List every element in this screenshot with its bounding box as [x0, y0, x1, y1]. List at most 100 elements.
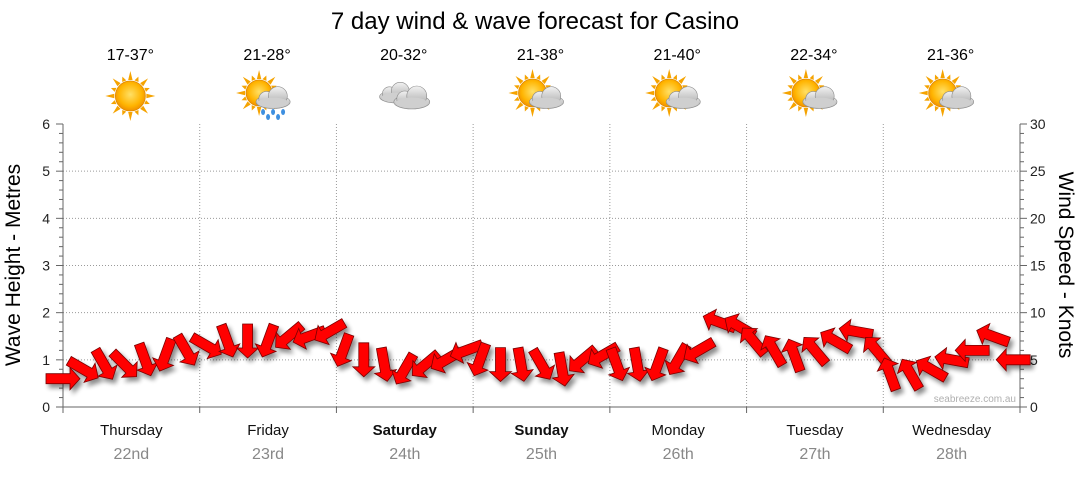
wind-arrow — [45, 366, 81, 391]
wind-arrow — [876, 357, 902, 393]
sun-ray — [940, 108, 945, 117]
wind-arrow — [664, 342, 692, 375]
sun-ray — [236, 90, 246, 96]
wind-arrow — [391, 351, 419, 385]
sunny-icon — [105, 71, 156, 121]
sun-ray — [798, 74, 803, 80]
left-tick-label: 5 — [42, 163, 50, 179]
wind-arrow — [449, 339, 485, 364]
sun-ray — [809, 74, 814, 80]
left-tick-label: 6 — [42, 116, 50, 132]
wind-arrow — [780, 338, 806, 374]
temperature-range: 20-32° — [380, 47, 427, 64]
sun-ray — [242, 101, 251, 110]
wind-arrow — [108, 348, 138, 378]
sun-ray — [661, 106, 666, 112]
sun-ray — [524, 106, 529, 112]
wind-arrow — [605, 346, 631, 382]
day-date-label: 26th — [663, 446, 694, 463]
sun-ray — [144, 87, 150, 92]
right-tick-label: 10 — [1030, 305, 1046, 321]
day-name-label: Wednesday — [912, 422, 991, 439]
sun-ray — [515, 76, 524, 84]
wind-arrow — [466, 341, 492, 377]
temperature-range: 17-37° — [107, 47, 154, 64]
sun-ray — [514, 96, 520, 101]
sun-ray — [787, 85, 793, 90]
cloudy-icon — [379, 82, 431, 110]
sun-ray — [146, 93, 156, 99]
chart-title: 7 day wind & wave forecast for Casino — [331, 8, 739, 35]
sun-ray — [536, 74, 541, 80]
sun-ray — [788, 102, 797, 110]
wind-arrow — [373, 346, 398, 382]
sun-ray — [144, 100, 150, 105]
sun-ray — [134, 76, 139, 83]
sun-ray — [678, 76, 687, 84]
wind-arrow — [820, 327, 854, 355]
sun-ray — [814, 76, 823, 84]
wind-arrow — [551, 351, 575, 387]
sun-ray — [788, 76, 797, 84]
wind-arrow — [151, 336, 177, 372]
cloud-shape — [393, 85, 431, 110]
sun-ray — [256, 107, 262, 116]
day-labels: Thursday 22nd Friday 23rd Saturday 24th Sunday… — [100, 422, 992, 463]
sun-ray — [798, 106, 803, 112]
right-tick-label: 0 — [1030, 399, 1038, 415]
left-tick-label: 2 — [42, 305, 50, 321]
wind-arrow — [188, 332, 222, 360]
sun-rays — [105, 71, 156, 121]
sun-cloud-rain-icon — [236, 70, 291, 120]
right-tick-label: 5 — [1030, 352, 1038, 368]
wind-arrow — [995, 347, 1031, 372]
sun-ray — [946, 74, 951, 80]
day-date-label: 22nd — [114, 446, 150, 463]
axes: 0 1 2 3 4 5 6 0 5 10 15 20 25 30 — [42, 116, 1046, 415]
day-name-label: Monday — [652, 422, 706, 439]
sun-ray — [134, 109, 139, 116]
partly-cloudy-icon — [918, 69, 975, 117]
sun-ray — [262, 75, 267, 81]
wind-arrow — [510, 346, 534, 382]
sun-ray — [650, 85, 657, 90]
left-tick-label: 3 — [42, 258, 50, 274]
wind-arrow — [760, 335, 788, 369]
sun-ray — [267, 76, 276, 85]
sun-ray — [951, 76, 960, 84]
right-tick-label: 25 — [1030, 163, 1046, 179]
watermark: seabreeze.com.au — [934, 394, 1016, 405]
sun-ray — [940, 69, 945, 78]
wind-arrow — [683, 337, 717, 365]
temperature-range: 21-40° — [654, 47, 701, 64]
wind-arrow — [954, 338, 990, 363]
sun-disc — [114, 80, 146, 112]
cloud-shape — [939, 86, 975, 109]
wind-arrow — [528, 346, 556, 380]
sun-ray — [530, 69, 535, 78]
sun-ray — [508, 90, 518, 96]
day-name-label: Tuesday — [786, 422, 843, 439]
day-date-label: 27th — [799, 446, 830, 463]
sun-ray — [667, 108, 672, 117]
temperature-range: 21-38° — [517, 47, 564, 64]
sun-ray — [925, 76, 934, 84]
daily-forecast-row: 17-37° 21-28° 20-32° 21-38° 21-40° 22-34° 21-3… — [105, 47, 974, 121]
rain-drop — [276, 114, 281, 120]
sun-ray — [110, 100, 117, 105]
wind-arrow — [133, 341, 159, 377]
cloud-shape — [255, 86, 291, 109]
wind-arrow — [172, 332, 200, 366]
sun-ray — [661, 74, 666, 80]
plot-grid — [63, 124, 1020, 407]
sun-ray — [934, 74, 939, 80]
sun-ray — [112, 105, 121, 114]
sun-ray — [128, 112, 133, 121]
left-tick-label: 4 — [42, 210, 50, 226]
wind-arrow — [275, 320, 306, 350]
sun-ray — [672, 74, 677, 80]
sun-ray — [122, 109, 127, 116]
sun-ray — [925, 102, 934, 110]
